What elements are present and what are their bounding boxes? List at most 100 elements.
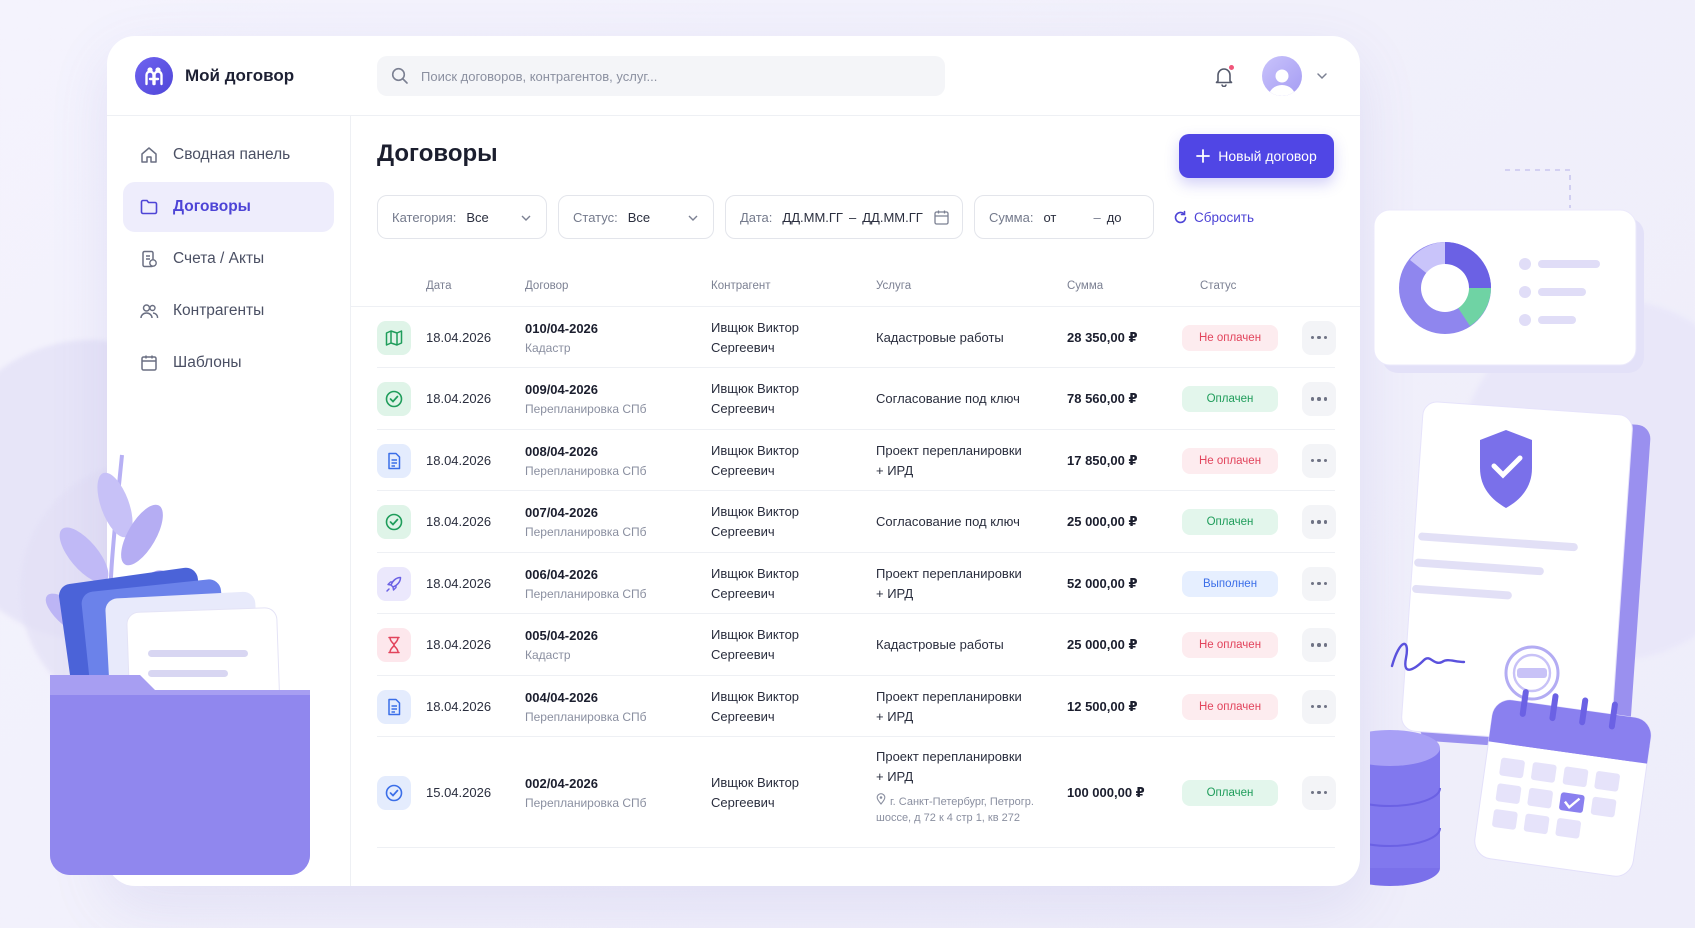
contract-number[interactable]: 009/04-2026 (525, 382, 599, 397)
hourglass-icon (377, 628, 411, 662)
filter-label: Сумма: (989, 209, 1034, 225)
service-line2: + ИРД (876, 769, 914, 784)
calendar-icon[interactable] (933, 209, 950, 226)
filter-label: Статус: (573, 209, 618, 225)
counterparty-line2: Сергеевич (711, 794, 775, 810)
service: Проект перепланировки + ИРД (876, 441, 1056, 481)
column-service[interactable]: Услуга (876, 280, 912, 292)
date-from[interactable]: ДД.ММ.ГГ (782, 209, 843, 225)
sidebar-item-counterparties[interactable]: Контрагенты (123, 286, 334, 336)
more-actions-button[interactable] (1302, 505, 1336, 539)
table-row[interactable]: 18.04.2026 008/04-2026 Перепланировка СП… (377, 430, 1336, 491)
contract-number[interactable]: 010/04-2026 (525, 320, 599, 336)
sidebar: Сводная панель Договоры Счета / Акты Кон… (107, 116, 351, 886)
sum-separator: – (1093, 209, 1101, 225)
sidebar-item-contracts[interactable]: Договоры (123, 182, 334, 232)
more-dots-icon (1310, 335, 1315, 340)
more-actions-button[interactable] (1302, 566, 1336, 601)
more-actions-button[interactable] (1302, 689, 1336, 724)
column-counterparty[interactable]: Контрагент (711, 280, 771, 292)
contract-number[interactable]: 007/04-2026 (525, 505, 599, 520)
contract-category: Перепланировка СПб (525, 463, 647, 478)
counterparty: Ивщюк Виктор Сергеевич (711, 625, 841, 665)
column-sum[interactable]: Сумма (1067, 280, 1104, 292)
sidebar-item-dashboard[interactable]: Сводная панель (123, 130, 334, 180)
contract-number[interactable]: 005/04-2026 (525, 628, 599, 643)
sidebar-item-templates[interactable]: Шаблоны (123, 338, 334, 388)
table-row[interactable]: 18.04.2026 010/04-2026 Кадастр Ивщюк Вик… (377, 307, 1336, 368)
sidebar-item-invoices[interactable]: Счета / Акты (123, 234, 334, 284)
app-name: Мой договор (185, 66, 295, 85)
more-dots-icon (1310, 790, 1315, 795)
service: Проект перепланировки + ИРД (876, 687, 1056, 727)
service-line2: + ИРД (876, 462, 914, 478)
service-line2: + ИРД (876, 708, 914, 724)
check-circle-blue-icon (377, 775, 411, 810)
service-line1: Проект перепланировки (876, 688, 1022, 704)
search-icon (391, 67, 408, 84)
counterparty: Ивщюк Виктор Сергеевич (711, 318, 841, 358)
date-to[interactable]: ДД.ММ.ГГ (862, 209, 923, 225)
counterparty-line1: Ивщюк Виктор (711, 627, 800, 642)
row-sum: 78 560,00 ₽ (1067, 391, 1138, 406)
status-badge: Не оплачен (1182, 447, 1278, 474)
reset-filters-button[interactable]: Сбросить (1173, 210, 1254, 225)
counterparty-line2: Сергеевич (711, 647, 775, 662)
counterparty: Ивщюк Виктор Сергеевич (711, 441, 841, 481)
table-row[interactable]: 18.04.2026 006/04-2026 Перепланировка СП… (377, 553, 1336, 614)
table-row[interactable]: 15.04.2026 002/04-2026 Перепланировка СП… (377, 737, 1336, 848)
contract-category: Перепланировка СПб (525, 525, 647, 539)
status-filter[interactable]: Статус: Все (558, 195, 714, 239)
check-circle-icon (377, 505, 411, 539)
contract-number[interactable]: 002/04-2026 (525, 775, 599, 791)
table-row[interactable]: 18.04.2026 009/04-2026 Перепланировка СП… (377, 368, 1336, 430)
more-actions-button[interactable] (1302, 775, 1336, 810)
search-input[interactable] (421, 68, 921, 84)
chart-card-illustration (1373, 209, 1644, 373)
coins-illustration (1370, 730, 1441, 886)
avatar[interactable] (1262, 56, 1302, 96)
more-actions-button[interactable] (1302, 443, 1336, 478)
counterparty-line2: Сергеевич (711, 708, 775, 724)
sum-from[interactable]: от (1043, 209, 1057, 225)
counterparty-line2: Сергеевич (711, 585, 775, 601)
user-icon (1269, 69, 1295, 96)
table-row[interactable]: 18.04.2026 005/04-2026 Кадастр Ивщюк Вик… (377, 614, 1336, 676)
status-badge: Оплачен (1182, 386, 1278, 412)
more-actions-button[interactable] (1302, 628, 1336, 662)
contract-number[interactable]: 006/04-2026 (525, 566, 599, 582)
row-date: 18.04.2026 (426, 575, 492, 591)
more-actions-button[interactable] (1302, 382, 1336, 416)
app-window: Мой договор Сводная панель Договоры Счет… (107, 36, 1360, 886)
logo[interactable]: Мой договор (135, 57, 294, 95)
contract-number[interactable]: 008/04-2026 (525, 443, 599, 459)
sum-to[interactable]: до (1106, 209, 1122, 225)
table-row[interactable]: 18.04.2026 007/04-2026 Перепланировка СП… (377, 491, 1336, 553)
counterparty-line1: Ивщюк Виктор (711, 774, 800, 790)
chevron-down-icon (521, 215, 531, 221)
filter-label: Категория: (392, 209, 457, 225)
category-filter[interactable]: Категория: Все (377, 195, 547, 239)
new-contract-button[interactable]: Новый договор (1179, 134, 1334, 178)
notifications-button[interactable] (1210, 62, 1238, 90)
contract-number[interactable]: 004/04-2026 (525, 689, 599, 705)
column-status[interactable]: Статус (1200, 280, 1237, 292)
row-date: 15.04.2026 (426, 784, 492, 800)
more-dots-icon (1310, 581, 1315, 586)
date-filter[interactable]: Дата: ДД.ММ.ГГ – ДД.ММ.ГГ (725, 195, 963, 239)
row-date: 18.04.2026 (426, 698, 492, 714)
address-line2: шоссе, д 72 к 4 стр 1, кв 272 (876, 812, 1020, 824)
column-contract[interactable]: Договор (525, 280, 569, 292)
more-dots-icon (1310, 643, 1315, 647)
row-date: 18.04.2026 (426, 329, 492, 345)
contract-category: Кадастр (525, 340, 571, 355)
service: Согласование под ключ (876, 512, 1056, 532)
chevron-down-icon[interactable] (1316, 70, 1328, 82)
counterparty-line1: Ивщюк Виктор (711, 688, 800, 704)
more-actions-button[interactable] (1302, 320, 1336, 355)
address: г. Санкт-Петербург, Петрогр. шоссе, д 72 … (876, 793, 1066, 826)
table-row[interactable]: 18.04.2026 004/04-2026 Перепланировка СП… (377, 676, 1336, 737)
column-date[interactable]: Дата (426, 280, 452, 292)
sum-filter[interactable]: Сумма: от – до (974, 195, 1154, 239)
service-line2: + ИРД (876, 585, 914, 601)
